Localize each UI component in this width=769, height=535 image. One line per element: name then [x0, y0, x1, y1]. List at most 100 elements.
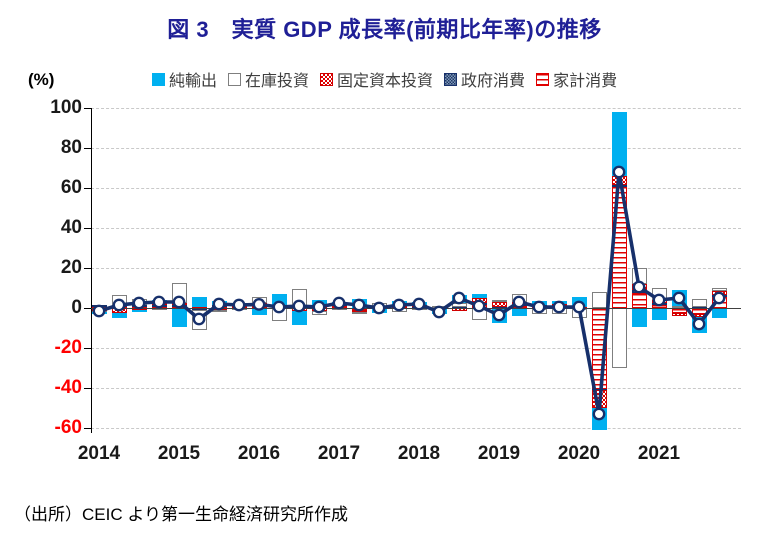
legend-item-fixed_capital: 固定資本投資 [320, 67, 433, 91]
y-axis-unit-label: (%) [28, 70, 55, 89]
y-axis-tick [84, 228, 91, 229]
gdp-marker [412, 297, 426, 311]
gridline--60 [91, 428, 741, 429]
y-axis-tick-label: 60 [60, 177, 82, 198]
y-axis-tick-label: 100 [50, 97, 82, 118]
gdp-marker [112, 298, 126, 312]
gdp-marker [152, 295, 166, 309]
gdp-line [97, 170, 721, 416]
gdp-marker [532, 300, 546, 314]
x-axis-year-label: 2017 [317, 443, 361, 464]
y-axis-tick [84, 308, 91, 309]
gdp-marker [572, 300, 586, 314]
legend-swatch-net_exports-icon [152, 72, 165, 86]
y-axis-tick [84, 108, 91, 109]
legend-swatch-household-icon [536, 72, 550, 86]
y-axis-tick-label: -60 [54, 417, 82, 438]
legend-label-government: 政府消費 [461, 73, 526, 90]
gdp-marker [432, 305, 446, 319]
x-axis-year-label: 2015 [157, 443, 201, 464]
bar-segment-fixed_capital [671, 313, 687, 316]
bar-segment-fixed_capital [491, 302, 507, 308]
bar-segment-net_exports [511, 308, 527, 316]
gdp-marker [552, 300, 566, 314]
gdp-marker [692, 317, 706, 331]
gdp-marker [472, 299, 486, 313]
legend-label-household: 家計消費 [553, 73, 618, 90]
y-axis-tick [84, 188, 91, 189]
gdp-marker [192, 312, 206, 326]
gridline-20 [91, 268, 741, 269]
gdp-marker [632, 280, 646, 294]
gdp-marker [292, 299, 306, 313]
legend-swatch-fixed_capital-icon [320, 72, 334, 86]
gdp-marker [652, 293, 666, 307]
legend-item-household: 家計消費 [536, 67, 617, 91]
y-axis-tick [84, 268, 91, 269]
bar-segment-inventory [491, 300, 507, 303]
source-note: （出所）CEIC より第一生命経済研究所作成 [14, 505, 348, 524]
gdp-marker [332, 296, 346, 310]
bar-segment-net_exports [471, 294, 487, 298]
gdp-marker [252, 297, 266, 311]
y-axis-tick-label: 40 [60, 217, 82, 238]
gdp-marker [132, 296, 146, 310]
y-axis-tick-label: 80 [60, 137, 82, 158]
gdp-marker [232, 298, 246, 312]
bar-segment-net_exports [191, 297, 207, 307]
bar-segment-net_exports [291, 311, 307, 325]
bar-segment-net_exports [171, 308, 187, 327]
gdp-marker [452, 291, 466, 305]
y-axis-tick [84, 348, 91, 349]
gridline-60 [91, 188, 741, 189]
bar-segment-inventory [351, 311, 367, 314]
bar-segment-inventory [591, 292, 607, 308]
bar-segment-household [631, 293, 647, 308]
y-axis-tick [84, 148, 91, 149]
gdp-marker [352, 298, 366, 312]
gdp-marker [592, 407, 606, 421]
legend-item-inventory: 在庫投資 [228, 67, 309, 91]
gdp-marker [272, 300, 286, 314]
gdp-marker [372, 301, 386, 315]
legend-swatch-government-icon [444, 72, 458, 86]
bar-segment-inventory [711, 288, 727, 291]
x-axis-year-label: 2021 [637, 443, 681, 464]
x-axis-year-label: 2018 [397, 443, 441, 464]
gdp-line-layer [92, 165, 726, 421]
y-axis-tick [84, 428, 91, 429]
chart-title: 図 3 実質 GDP 成長率(前期比年率)の推移 [167, 17, 602, 42]
x-axis-year-label: 2019 [477, 443, 521, 464]
y-axis-line [91, 108, 92, 433]
y-axis-tick-label: -40 [54, 377, 82, 398]
legend-item-net_exports: 純輸出 [152, 67, 217, 91]
bar-segment-net_exports [651, 308, 667, 320]
gridline-40 [91, 228, 741, 229]
bar-segment-inventory [691, 299, 707, 307]
gdp-marker [512, 295, 526, 309]
y-axis-tick [84, 388, 91, 389]
gridline--20 [91, 348, 741, 349]
y-axis-tick-label: -20 [54, 337, 82, 358]
x-axis-year-label: 2020 [557, 443, 601, 464]
gdp-marker [712, 291, 726, 305]
bar-segment-net_exports [131, 310, 147, 312]
gdp-marker [392, 298, 406, 312]
gdp-marker [172, 295, 186, 309]
y-axis-tick-label: 0 [71, 297, 82, 318]
gdp-marker [92, 304, 106, 318]
gdp-marker [212, 297, 226, 311]
x-axis-year-label: 2016 [237, 443, 281, 464]
legend-item-government: 政府消費 [444, 67, 525, 91]
legend: 純輸出 在庫投資 固定資本投資 政府消費 家計消費 [152, 67, 617, 91]
gridline-100 [91, 108, 741, 109]
bar-segment-net_exports [111, 313, 127, 318]
bar-segment-net_exports [611, 112, 627, 176]
gdp-marker [492, 308, 506, 322]
legend-label-net_exports: 純輸出 [169, 73, 218, 90]
bar-segment-net_exports [711, 308, 727, 318]
gridline--40 [91, 388, 741, 389]
legend-label-inventory: 在庫投資 [245, 73, 310, 90]
bar-segment-net_exports [271, 294, 287, 306]
